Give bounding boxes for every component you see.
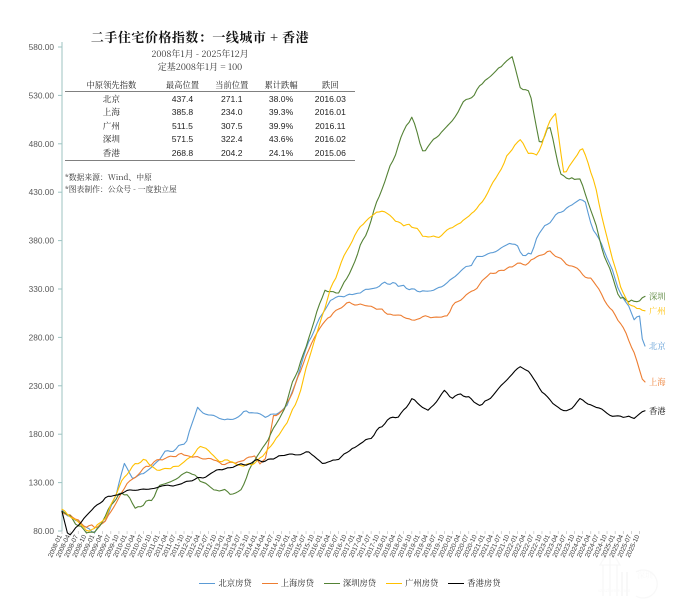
svg-text:280.00: 280.00 bbox=[29, 332, 55, 342]
svg-text:上海: 上海 bbox=[649, 376, 666, 388]
svg-text:480.00: 480.00 bbox=[29, 139, 55, 149]
svg-text:530.00: 530.00 bbox=[29, 90, 55, 100]
svg-text:380.00: 380.00 bbox=[29, 236, 55, 246]
svg-text:130.00: 130.00 bbox=[29, 478, 55, 488]
svg-text:北京: 北京 bbox=[649, 340, 666, 352]
svg-text:广州: 广州 bbox=[649, 305, 666, 317]
svg-text:330.00: 330.00 bbox=[29, 284, 55, 294]
svg-text:580.00: 580.00 bbox=[29, 42, 55, 52]
svg-text:230.00: 230.00 bbox=[29, 381, 55, 391]
svg-text:180.00: 180.00 bbox=[29, 429, 55, 439]
svg-text:深圳: 深圳 bbox=[649, 290, 666, 302]
svg-text:80.00: 80.00 bbox=[33, 526, 54, 536]
svg-text:香港: 香港 bbox=[649, 405, 666, 417]
svg-text:430.00: 430.00 bbox=[29, 187, 55, 197]
